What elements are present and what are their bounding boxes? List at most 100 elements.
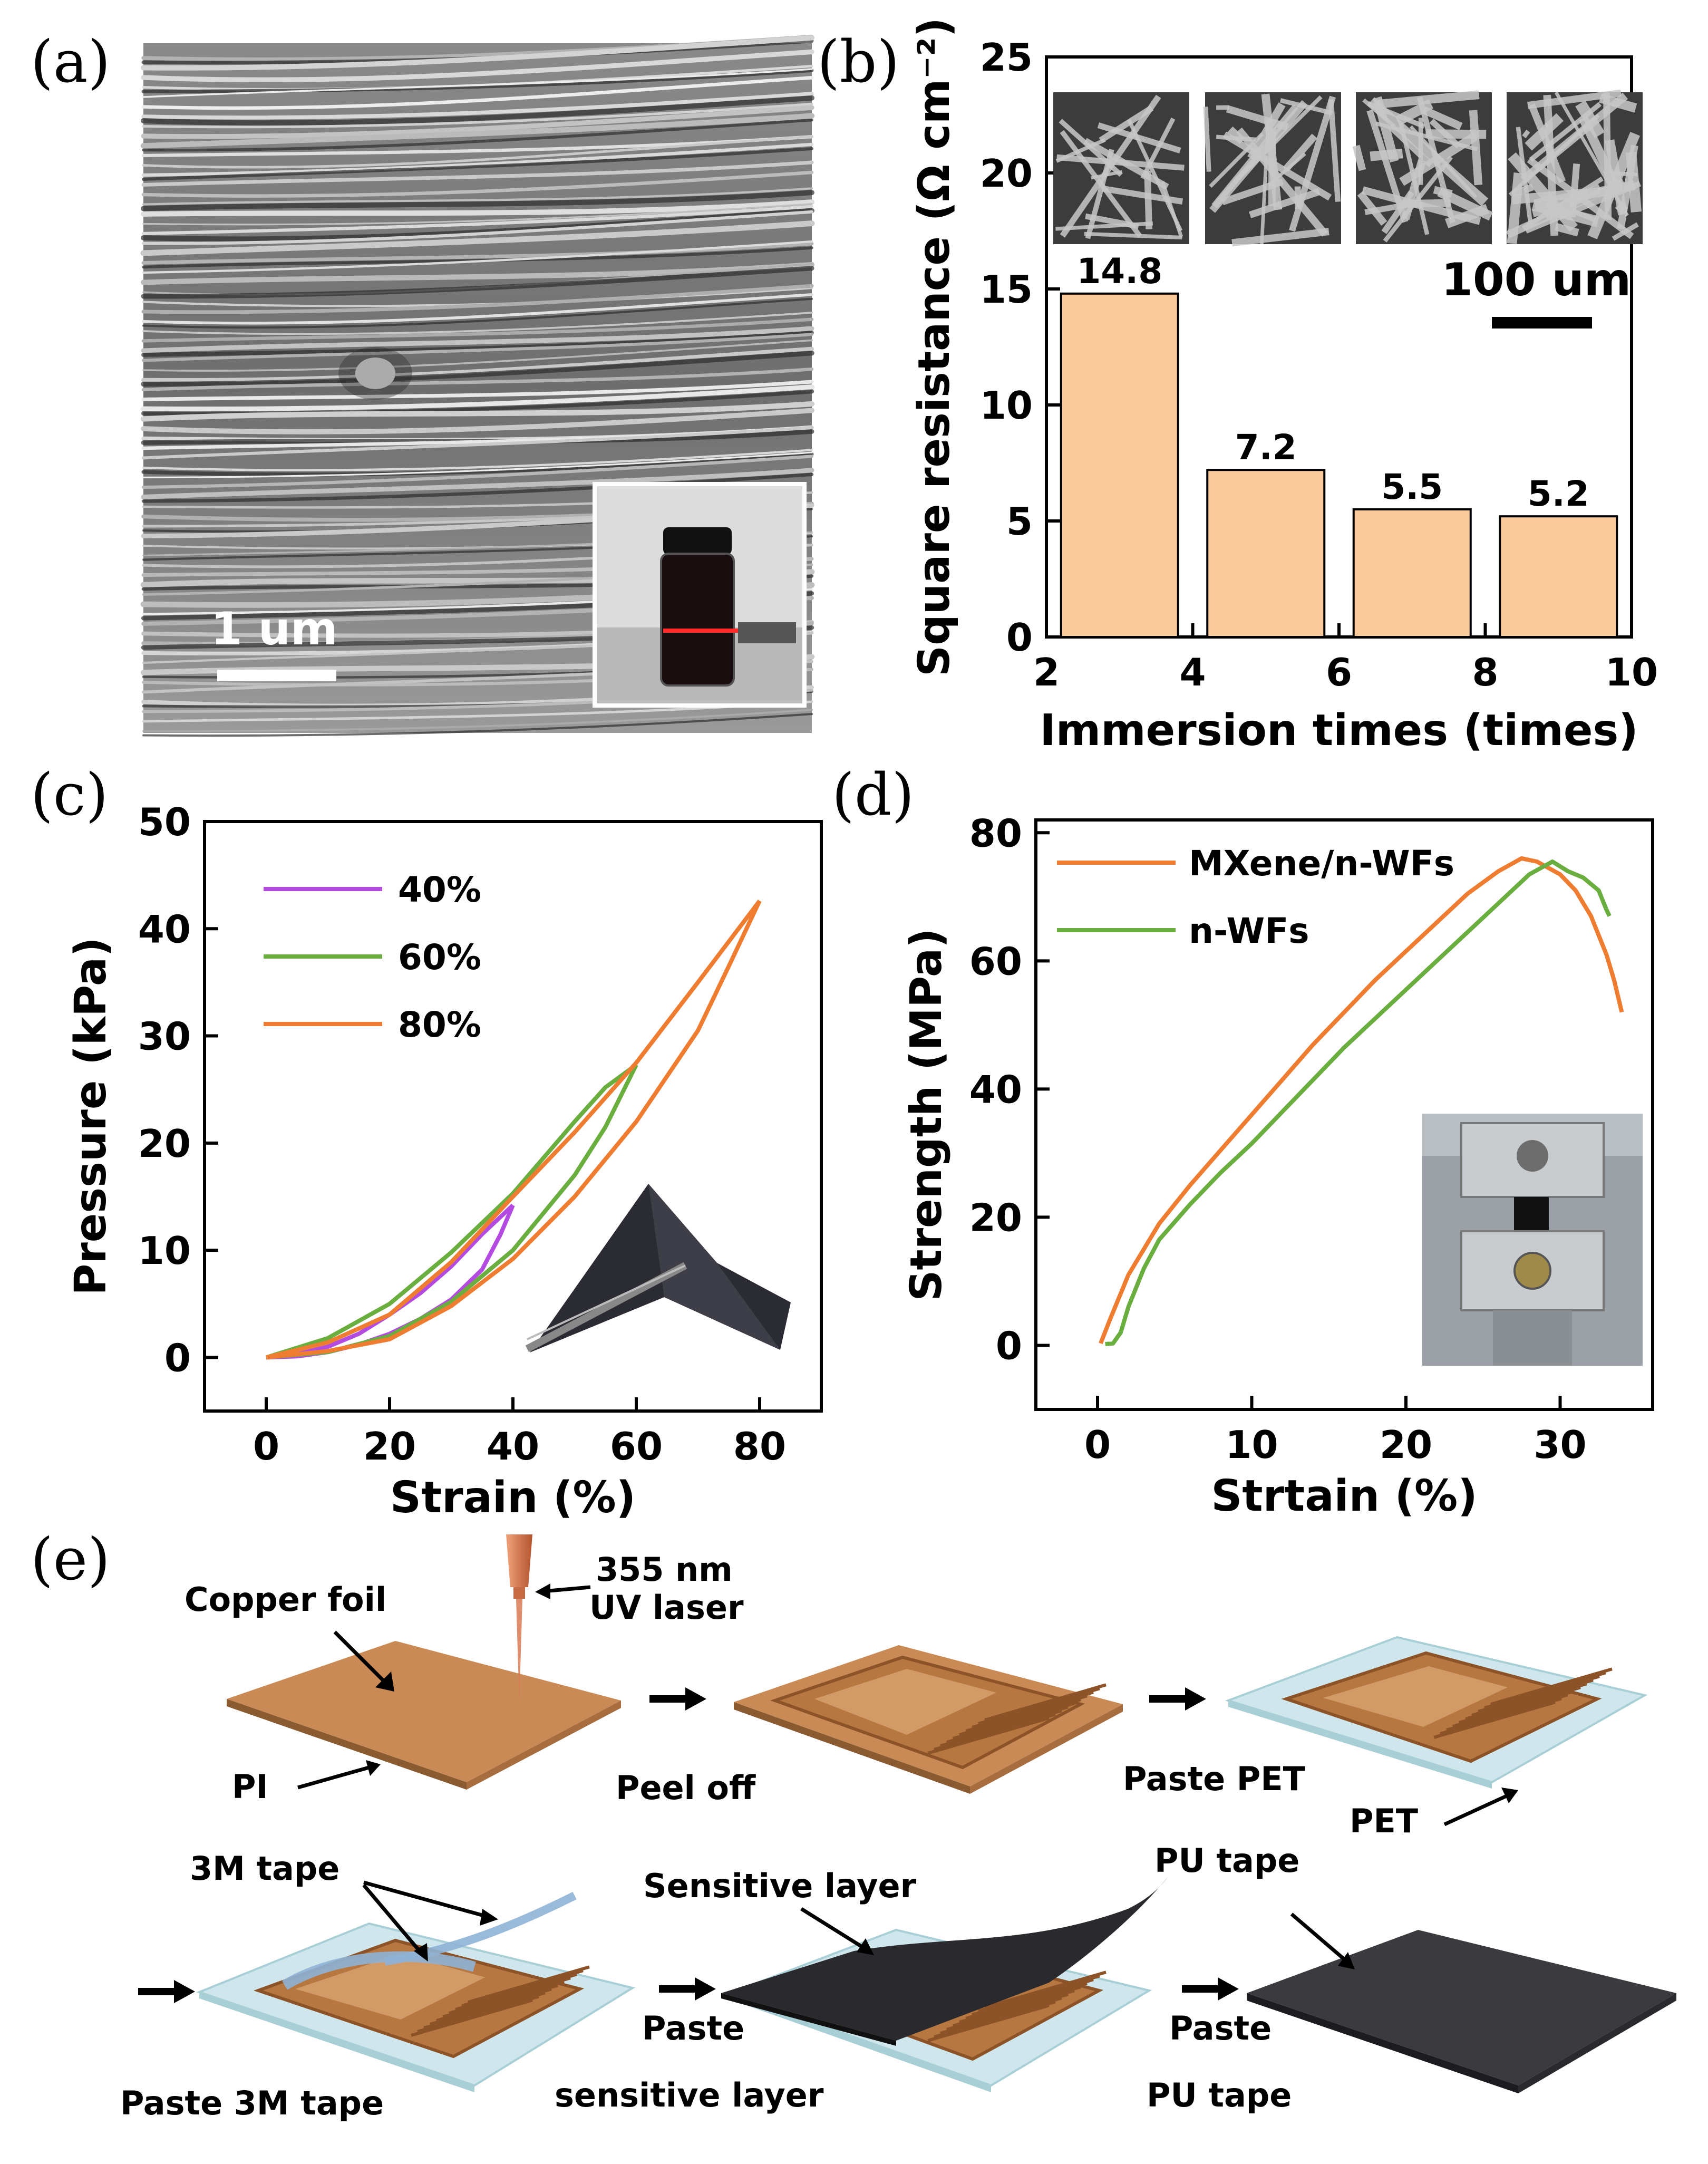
fiber-strand: [1370, 149, 1403, 161]
tensile-inset-photo: [1422, 1114, 1643, 1366]
sem-gap: [142, 118, 813, 152]
fiber-strand: [1375, 121, 1478, 151]
electrode-finger: [965, 1694, 1088, 1733]
x-tick-label: 10: [1605, 650, 1658, 694]
step-paste-pet: [1225, 1636, 1648, 1789]
electrode-finger: [1459, 1686, 1581, 1724]
sem-lamella: [141, 76, 814, 110]
sem-lamella: [141, 105, 814, 139]
series-line: [1105, 859, 1612, 1346]
bar-value-label: 14.8: [1076, 251, 1162, 292]
y-tick-label: 20: [980, 151, 1033, 196]
fiber-strand: [1352, 144, 1366, 171]
electrode-finger: [959, 1698, 1081, 1736]
fiber-strand: [1575, 100, 1605, 138]
pi-arrow: [297, 1765, 370, 1790]
bar: [1060, 292, 1179, 638]
laser-pointer: [738, 622, 796, 643]
sem-lamella: [142, 187, 813, 206]
fiber-strand: [1555, 223, 1579, 237]
x-tick-label: 0: [253, 1424, 279, 1469]
sem-lamella: [141, 284, 814, 314]
vial-inset-photo: [593, 482, 807, 708]
sem-gap: [142, 147, 813, 181]
electrode-finger: [449, 1976, 571, 2015]
sem-lamella: [142, 293, 813, 325]
sem-gap: [141, 95, 814, 126]
bar: [1499, 515, 1618, 639]
sem-lamella: [141, 455, 814, 489]
fiber-strand: [1231, 228, 1329, 247]
sem-lamella: [141, 317, 814, 343]
panel-label-e: (e): [31, 1525, 110, 1593]
bar: [1352, 508, 1472, 638]
sem-lamella: [140, 384, 815, 412]
y-tick-label: 10: [138, 1229, 191, 1273]
fiber-strand: [1203, 107, 1211, 172]
sem-lamella: [141, 49, 814, 82]
flow-arrow-4: [659, 1977, 716, 2001]
pet-label: PET: [1350, 1802, 1418, 1840]
fiber-strand: [1099, 105, 1153, 143]
pu-tape-arrow: [1290, 1912, 1348, 1963]
y-tick-label: 15: [980, 267, 1033, 312]
laser-head: [506, 1534, 532, 1703]
electrode-finger: [972, 1978, 1094, 2016]
sem-lamella: [141, 346, 814, 382]
vial-cap: [663, 527, 732, 555]
tape-3m-label: 3M tape: [190, 1849, 339, 1888]
fiber-strand: [1579, 116, 1622, 193]
x-tick-label: 20: [1380, 1423, 1432, 1467]
electrode-finger: [934, 2000, 1056, 2039]
electrode-finger: [972, 1690, 1094, 1729]
series-line: [1099, 856, 1624, 1345]
electrode-finger: [455, 1973, 577, 2011]
electrode-finger: [927, 1716, 1050, 1755]
y-axis-label: Square resistance (Ω cm⁻²): [909, 17, 959, 677]
electrode-finger: [927, 2004, 1050, 2042]
y-tick-label: 0: [164, 1336, 191, 1380]
flow-arrow-1: [649, 1687, 706, 1711]
fiber-scale-label: 100 um: [1441, 254, 1631, 306]
pet-arrow: [1443, 1793, 1509, 1827]
electrode-finger: [468, 1965, 590, 2004]
x-axis-label: Strain (%): [390, 1473, 636, 1523]
pi-label: PI: [232, 1767, 268, 1806]
electrode-finger: [436, 1984, 558, 2022]
step-paste-pu-tape: [1247, 1930, 1676, 2093]
electrode-finger: [984, 1970, 1107, 2009]
sem-gap: [141, 452, 814, 477]
electrode-finger: [1465, 1682, 1587, 1721]
sem-lamella: [142, 312, 813, 335]
bar-value-label: 5.5: [1381, 467, 1443, 507]
step-peel-off: [734, 1645, 1123, 1794]
plot-frame: [1034, 818, 1654, 1411]
sem-image-layers: [140, 34, 815, 737]
fabric-inset-photo: [525, 1184, 791, 1352]
fiber-strand: [1508, 152, 1578, 232]
fiber-strand: [1625, 151, 1642, 212]
sem-lamella: [141, 199, 814, 217]
sem-gap: [142, 297, 813, 329]
sem-gap: [141, 190, 814, 211]
fiber-strand: [1612, 222, 1639, 241]
pu-tape-label: PU tape: [1154, 1841, 1299, 1880]
fiber-strand: [1279, 98, 1333, 115]
fiber-strand: [1216, 134, 1256, 142]
bar-value-label: 5.2: [1528, 474, 1589, 514]
x-tick-label: 6: [1326, 650, 1352, 694]
electrode-finger: [934, 1713, 1056, 1751]
step-label-paste: Paste: [642, 2009, 744, 2047]
y-tick-label: 10: [980, 383, 1033, 428]
copper-foil-arrow: [333, 1630, 389, 1686]
fiber-strand: [1507, 172, 1524, 244]
y-tick-label: 25: [980, 35, 1033, 80]
sem-lamella: [141, 92, 814, 120]
series-line-unloading: [266, 899, 762, 1360]
fiber-strand: [1056, 154, 1185, 171]
chart-d: 0 10 20 30 0 20 40 60 80 Strtain (%) Strength (MPa…: [901, 811, 1654, 1521]
panel-label-a: (a): [31, 28, 110, 95]
panel-label-b: (b): [817, 28, 899, 95]
legend-label: 60%: [398, 937, 481, 978]
electrode-finger: [1446, 1693, 1568, 1732]
